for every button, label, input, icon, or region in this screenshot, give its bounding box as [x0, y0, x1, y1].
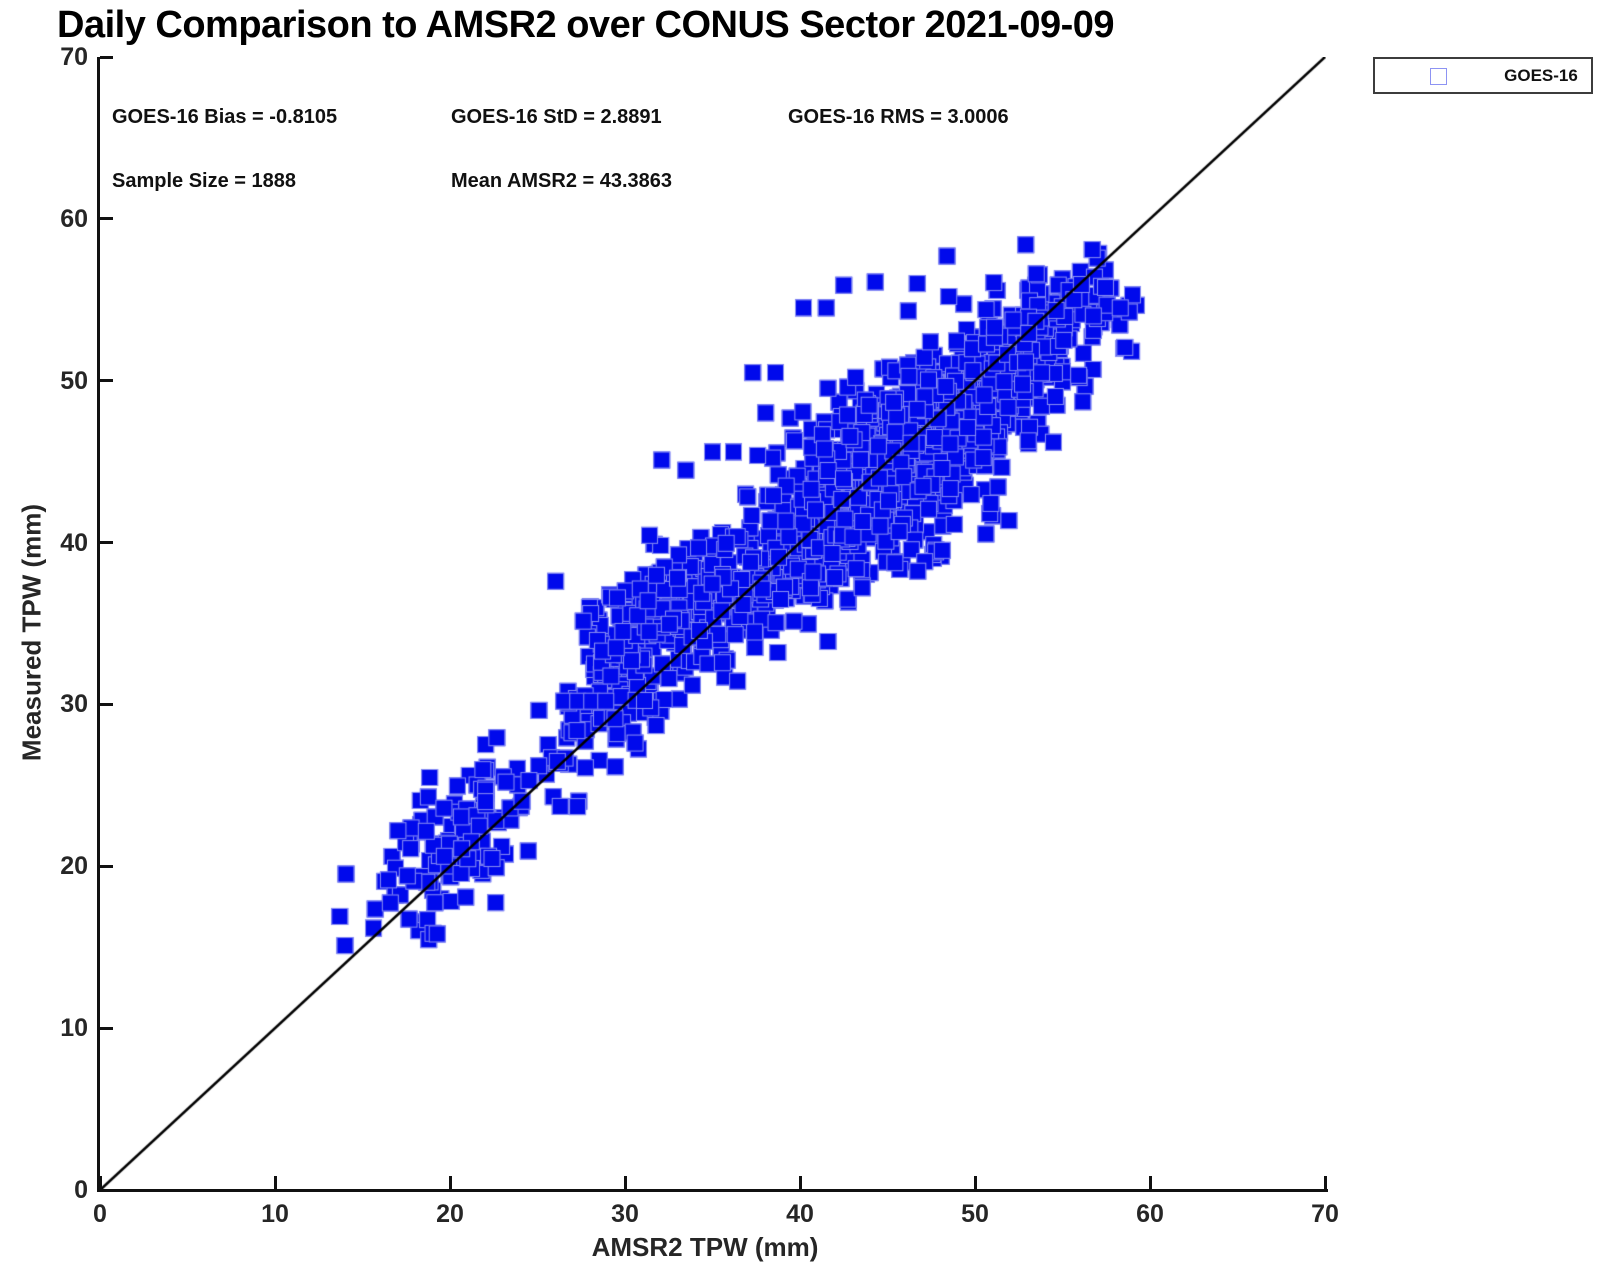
y-tick — [100, 541, 113, 545]
x-tick — [1323, 1176, 1327, 1189]
y-tick-label: 0 — [74, 1176, 88, 1204]
x-tick — [98, 1176, 102, 1189]
legend-label: GOES-16 — [1504, 66, 1578, 85]
y-tick-label: 50 — [60, 366, 88, 395]
y-tick — [100, 864, 113, 868]
x-tick — [273, 1176, 277, 1189]
legend-box: GOES-16 — [1373, 57, 1593, 94]
x-tick-label: 50 — [961, 1200, 989, 1228]
y-tick — [100, 379, 113, 383]
y-tick-label: 60 — [60, 204, 88, 233]
x-tick — [1148, 1176, 1152, 1189]
y-axis-label: Measured TPW (mm) — [16, 503, 47, 762]
y-tick-label: 40 — [60, 528, 88, 557]
x-tick-label: 60 — [1136, 1200, 1164, 1228]
x-tick — [798, 1176, 802, 1189]
y-tick — [100, 217, 113, 221]
x-tick-label: 20 — [436, 1200, 464, 1228]
x-tick-label: 40 — [786, 1200, 814, 1228]
x-tick-label: 10 — [261, 1200, 289, 1228]
y-tick — [100, 702, 113, 706]
y-axis-line — [97, 57, 100, 1192]
y-tick-label: 70 — [60, 43, 88, 71]
x-axis-line — [97, 1189, 1328, 1192]
scatter-plot-canvas — [100, 57, 1326, 1191]
y-tick — [100, 1026, 113, 1030]
chart-title: Daily Comparison to AMSR2 over CONUS Sec… — [57, 4, 1115, 46]
x-tick-label: 0 — [93, 1200, 107, 1228]
legend-marker-square-icon — [1430, 68, 1447, 85]
x-tick — [448, 1176, 452, 1189]
y-tick-label: 10 — [60, 1014, 88, 1043]
y-tick — [100, 55, 113, 59]
x-tick — [623, 1176, 627, 1189]
y-tick — [100, 1188, 113, 1192]
x-tick-label: 70 — [1311, 1200, 1339, 1228]
x-tick — [973, 1176, 977, 1189]
x-axis-label: AMSR2 TPW (mm) — [591, 1232, 819, 1262]
y-tick-label: 30 — [60, 690, 88, 719]
x-tick-label: 30 — [611, 1200, 639, 1228]
y-tick-label: 20 — [60, 852, 88, 881]
